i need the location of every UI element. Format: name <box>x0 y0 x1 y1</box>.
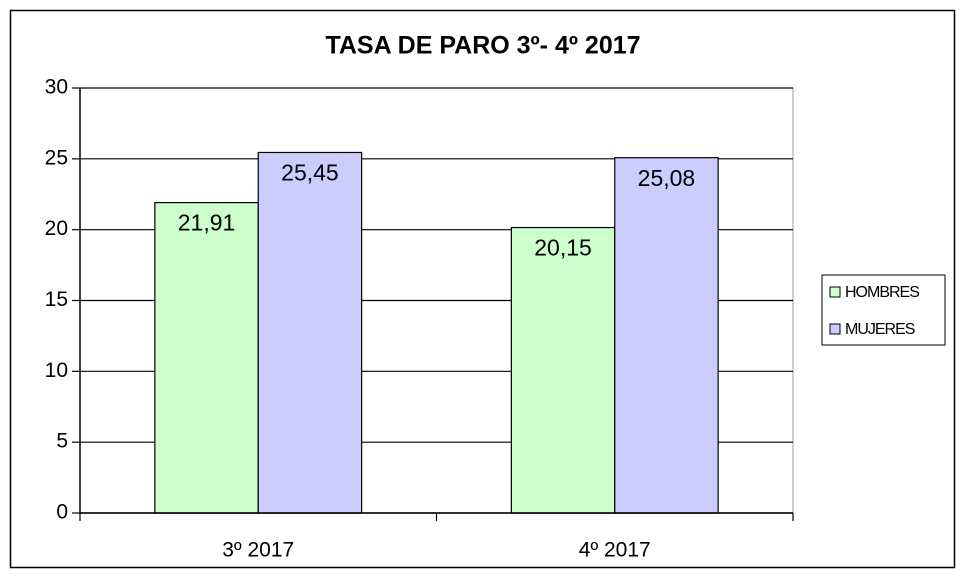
x-tick-label: 3º 2017 <box>222 539 294 562</box>
legend-swatch <box>829 323 841 335</box>
chart-title: TASA DE PARO 3º- 4º 2017 <box>325 32 640 60</box>
legend-swatch <box>829 286 841 298</box>
y-tick-label: 10 <box>45 359 68 382</box>
x-tick-label: 4º 2017 <box>579 539 651 562</box>
bar <box>614 157 719 514</box>
y-tick-label: 20 <box>45 217 68 240</box>
y-tick-label: 30 <box>45 76 68 99</box>
y-tick-label: 0 <box>56 501 68 524</box>
legend-label: MUJERES <box>845 321 915 338</box>
y-tick-label: 25 <box>45 146 68 169</box>
legend-box <box>821 274 946 346</box>
bar <box>154 202 259 514</box>
y-tick-label: 5 <box>56 430 68 453</box>
y-tick-label: 15 <box>45 288 68 311</box>
bar <box>257 151 363 514</box>
data-label: 20,15 <box>534 235 592 261</box>
data-label: 25,45 <box>281 160 339 186</box>
data-label: 25,08 <box>638 165 696 191</box>
bar <box>510 226 616 514</box>
legend-label: HOMBRES <box>845 284 919 301</box>
data-label: 21,91 <box>178 210 236 236</box>
